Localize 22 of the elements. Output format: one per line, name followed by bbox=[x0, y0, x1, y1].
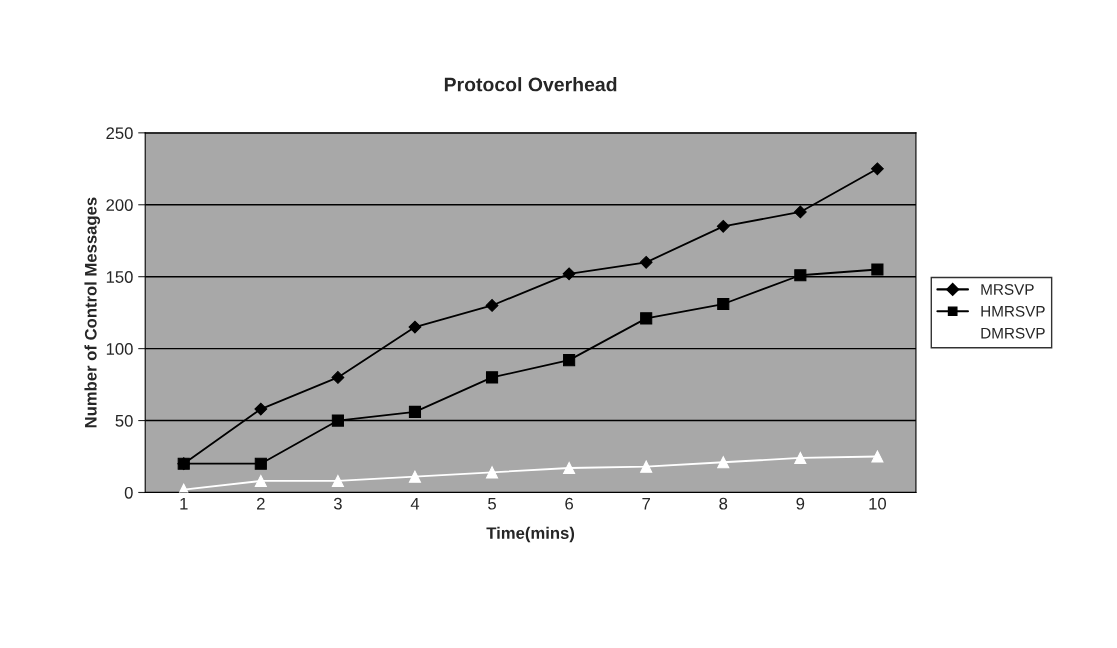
x-tick-label: 6 bbox=[565, 497, 574, 510]
legend-label: HMRSVP bbox=[981, 305, 1045, 317]
x-tick-label: 7 bbox=[642, 497, 650, 510]
y-tick-label: 50 bbox=[115, 414, 133, 427]
x-axis-title: Time(mins) bbox=[486, 526, 575, 543]
x-tick-label: 2 bbox=[257, 497, 265, 510]
y-tick-label: 150 bbox=[106, 271, 133, 283]
x-tick-label: 3 bbox=[333, 497, 342, 510]
x-tick-label: 1 bbox=[180, 497, 188, 510]
x-tick-label: 5 bbox=[488, 497, 496, 510]
y-tick-label: 0 bbox=[124, 486, 133, 499]
text: DMRSVP bbox=[981, 327, 1045, 339]
chart-title: Protocol Overhead bbox=[444, 77, 617, 92]
y-axis-title: Number of Control Messages bbox=[84, 197, 101, 428]
legend-label: MRSVP bbox=[981, 284, 1034, 295]
x-tick-label: 4 bbox=[410, 497, 420, 510]
x-tick-label: 8 bbox=[719, 497, 728, 510]
y-tick-label: 100 bbox=[106, 343, 133, 355]
x-tick-label: 10 bbox=[869, 497, 887, 510]
y-tick-label: 250 bbox=[106, 127, 133, 140]
x-tick-label: 9 bbox=[796, 497, 805, 510]
y-tick-label: 200 bbox=[106, 199, 133, 211]
